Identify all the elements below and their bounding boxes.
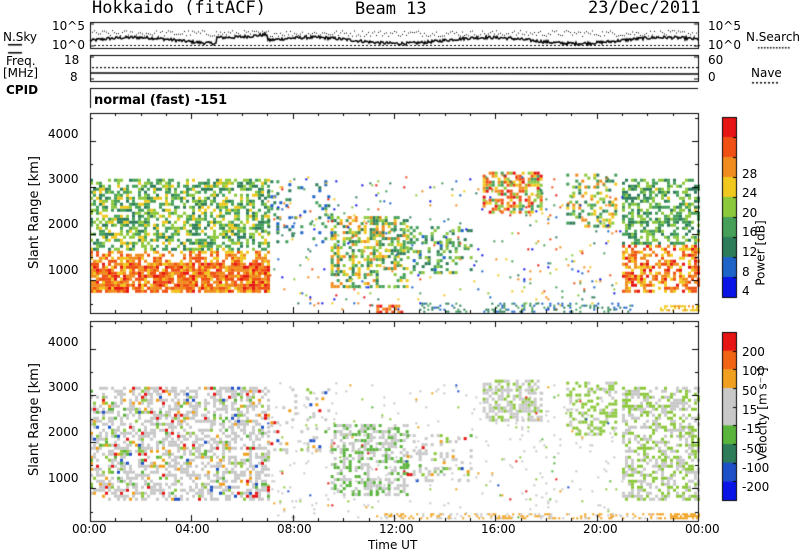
velocity-ytick-4000: 4000 [48, 335, 79, 349]
nsky-tick-high: 10^5 [52, 19, 85, 33]
cpid-label: CPID [6, 83, 39, 97]
velocity-cbar-tick-neg50: -50 [742, 442, 762, 456]
freq-tick-low: 8 [70, 70, 78, 84]
freq-tick-high: 18 [64, 53, 80, 67]
power-ytick-1000: 1000 [48, 263, 79, 277]
nsky-label: N.Sky [3, 30, 38, 44]
date-title: 23/Dec/2011 [588, 0, 701, 18]
velocity-ytick-3000: 3000 [48, 380, 79, 394]
cpid-text: normal (fast) -151 [94, 93, 228, 108]
xtick-1600: 16:00 [481, 522, 516, 536]
power-cbar-tick-8: 8 [742, 265, 750, 279]
xtick-2400: 00:00 [685, 522, 720, 536]
power-ytick-2000: 2000 [48, 217, 79, 231]
nave-label: Nave [751, 66, 782, 80]
radar-title: Hokkaido (fitACF) [92, 0, 266, 18]
nsearch-tick-high: 10^5 [708, 19, 741, 33]
velocity-ytick-2000: 2000 [48, 425, 79, 439]
velocity-cbar-tick-200: 200 [742, 345, 765, 359]
velocity-cbar-tick-neg15: -15 [742, 422, 762, 436]
velocity-cbar-label: Velocity [m s⁻¹] [755, 367, 770, 461]
power-ylabel: Slant Range [km] [26, 156, 42, 269]
xaxis-label: Time UT [368, 538, 418, 552]
power-cbar-tick-20: 20 [742, 206, 758, 220]
xtick-1200: 12:00 [379, 522, 414, 536]
velocity-cbar-tick-neg200: -200 [742, 480, 770, 494]
power-cbar-tick-12: 12 [742, 245, 758, 259]
power-cbar-tick-24: 24 [742, 186, 758, 200]
power-ytick-3000: 3000 [48, 172, 79, 186]
freq-label: Freq. [6, 54, 36, 68]
power-cbar-tick-16: 16 [742, 225, 758, 239]
power-cbar-tick-4: 4 [742, 284, 750, 298]
xtick-0800: 08:00 [277, 522, 312, 536]
nsearch-tick-low: 10^0 [708, 38, 741, 52]
xtick-0400: 04:00 [175, 522, 210, 536]
velocity-cbar-tick-neg100: -100 [742, 461, 770, 475]
nave-tick-high: 60 [708, 53, 724, 67]
nsky-tick-low: 10^0 [52, 38, 85, 52]
power-ytick-4000: 4000 [48, 127, 79, 141]
freq-unit-label: [MHz] [3, 66, 39, 80]
nsearch-label: N.Search [746, 30, 800, 44]
power-cbar-label: Power [dB] [753, 220, 768, 286]
nave-tick-low: 0 [708, 70, 716, 84]
beam-title: Beam 13 [355, 0, 427, 19]
xtick-0000: 00:00 [72, 522, 107, 536]
velocity-ylabel: Slant Range [km] [26, 363, 42, 476]
velocity-ytick-1000: 1000 [48, 471, 79, 485]
velocity-cbar-tick-15: 15 [742, 403, 758, 417]
power-cbar-tick-28: 28 [742, 167, 758, 181]
velocity-cbar-tick-50: 50 [742, 384, 758, 398]
xtick-2000: 20:00 [583, 522, 618, 536]
velocity-cbar-tick-100: 100 [742, 364, 765, 378]
